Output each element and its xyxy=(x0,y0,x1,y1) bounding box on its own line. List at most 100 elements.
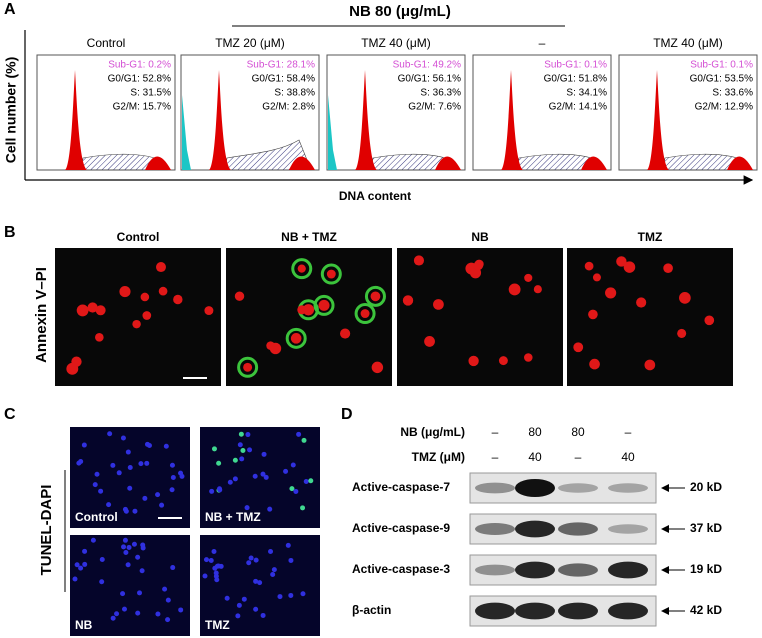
nucleus xyxy=(213,573,219,579)
nucleus xyxy=(308,478,314,484)
nucleus xyxy=(138,461,144,467)
band xyxy=(475,482,515,494)
cell xyxy=(371,361,384,374)
blot-name: β-actin xyxy=(352,603,391,617)
g2-peak xyxy=(435,156,461,170)
band-size: 37 kD xyxy=(690,521,722,535)
y-axis-label: Annexin V–PI xyxy=(33,267,50,363)
stat-line: G2/M: 12.9% xyxy=(695,102,753,113)
nucleus xyxy=(263,474,269,480)
cell-green xyxy=(291,258,313,280)
stat-line: G0/G1: 56.1% xyxy=(398,74,461,85)
band xyxy=(515,520,555,538)
cell xyxy=(290,333,302,344)
band xyxy=(515,561,555,579)
cell xyxy=(95,305,106,316)
nucleus xyxy=(98,488,104,494)
nucleus xyxy=(127,465,133,471)
nucleus xyxy=(271,567,277,573)
histogram-title: – xyxy=(539,36,546,50)
nucleus xyxy=(277,594,283,600)
nucleus xyxy=(76,460,82,466)
image-label: NB + TMZ xyxy=(205,510,261,524)
nucleus xyxy=(81,442,87,448)
nucleus xyxy=(170,474,176,480)
band xyxy=(608,561,648,579)
nucleus xyxy=(169,462,175,468)
nucleus xyxy=(232,476,238,482)
panel-label: C xyxy=(4,406,16,423)
stat-line: Sub-G1: 49.2% xyxy=(393,60,461,71)
nucleus xyxy=(121,606,127,612)
nucleus xyxy=(202,573,208,579)
cell xyxy=(132,319,141,329)
nucleus xyxy=(163,443,169,449)
cell xyxy=(623,261,636,273)
nucleus xyxy=(268,548,274,554)
stat-line: Sub-G1: 28.1% xyxy=(247,60,315,71)
condition-value: 80 xyxy=(571,425,585,439)
histogram-title: TMZ 40 (μM) xyxy=(653,36,723,50)
cell xyxy=(66,362,79,375)
nucleus xyxy=(253,557,259,563)
nucleus xyxy=(288,557,294,563)
g1-peak xyxy=(209,70,231,170)
band xyxy=(558,563,598,577)
stat-line: G2/M: 15.7% xyxy=(113,102,171,113)
panel-label: A xyxy=(4,1,16,18)
blot-name: Active-caspase-3 xyxy=(352,562,450,576)
band xyxy=(475,602,515,620)
nucleus xyxy=(165,617,171,623)
histogram-title: TMZ 40 (μM) xyxy=(361,36,431,50)
cell xyxy=(119,286,131,298)
nucleus xyxy=(247,447,253,453)
cell xyxy=(498,356,508,366)
cell xyxy=(524,273,533,282)
nucleus xyxy=(155,492,161,498)
nucleus xyxy=(211,446,217,452)
g1-peak xyxy=(501,70,523,170)
blot xyxy=(469,472,657,504)
stat-line: G0/G1: 51.8% xyxy=(544,74,607,85)
cell xyxy=(326,269,336,279)
nucleus xyxy=(74,562,80,568)
panel-label: B xyxy=(4,224,16,241)
histogram-frame xyxy=(36,54,176,171)
g2-peak xyxy=(145,156,171,170)
stat-line: Sub-G1: 0.1% xyxy=(544,60,607,71)
cell xyxy=(302,304,315,316)
cell-green xyxy=(285,327,307,349)
nucleus xyxy=(261,451,267,457)
nucleus xyxy=(126,544,132,550)
nucleus xyxy=(235,613,241,619)
nucleus xyxy=(159,502,165,508)
image-title: NB xyxy=(471,230,489,244)
nucleus xyxy=(237,442,243,448)
nucleus xyxy=(169,487,175,493)
band xyxy=(558,522,598,536)
nucleus xyxy=(260,612,266,618)
cell xyxy=(269,342,282,355)
x-axis-label: DNA content xyxy=(339,189,411,203)
nucleus xyxy=(114,611,120,617)
image-title: TMZ xyxy=(638,230,663,244)
nucleus xyxy=(123,550,129,556)
nucleus xyxy=(257,580,263,586)
nucleus xyxy=(260,471,266,477)
cell xyxy=(605,287,617,299)
nucleus xyxy=(72,576,78,582)
cell xyxy=(704,315,715,326)
cell xyxy=(533,285,542,294)
histogram-title: Control xyxy=(87,36,126,50)
band xyxy=(475,564,515,576)
band xyxy=(608,483,648,493)
cell xyxy=(318,299,330,311)
nucleus xyxy=(211,549,217,555)
nucleus xyxy=(127,485,133,491)
nucleus xyxy=(82,548,88,554)
nucleus xyxy=(300,505,306,511)
nucleus xyxy=(238,431,244,437)
nucleus xyxy=(120,591,126,597)
nucleus xyxy=(240,448,246,454)
